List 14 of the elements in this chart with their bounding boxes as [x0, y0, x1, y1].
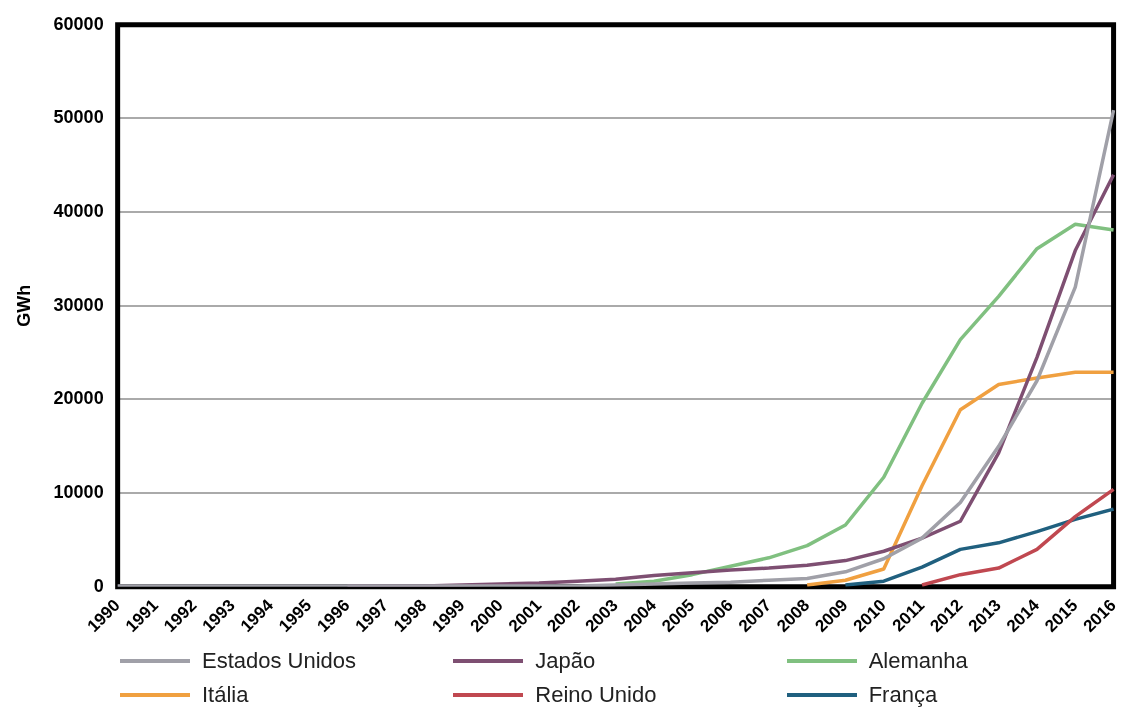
y-tick-label: 10000	[53, 482, 104, 503]
y-tick-label: 60000	[53, 13, 104, 34]
y-tick-label: 50000	[53, 107, 104, 128]
y-tick-label: 0	[93, 575, 104, 596]
y-tick-label: 40000	[53, 201, 104, 222]
legend-label: Estados Unidos	[202, 648, 357, 674]
y-axis-title: GWh	[13, 284, 34, 327]
legend-label: Reino Unido	[535, 682, 657, 708]
legend-label: Japão	[535, 648, 596, 674]
y-tick-label: 30000	[53, 294, 104, 315]
legend-label: França	[868, 682, 938, 708]
legend-label: Alemanha	[868, 648, 968, 674]
legend-label: Itália	[202, 682, 249, 708]
y-tick-label: 20000	[53, 388, 104, 409]
